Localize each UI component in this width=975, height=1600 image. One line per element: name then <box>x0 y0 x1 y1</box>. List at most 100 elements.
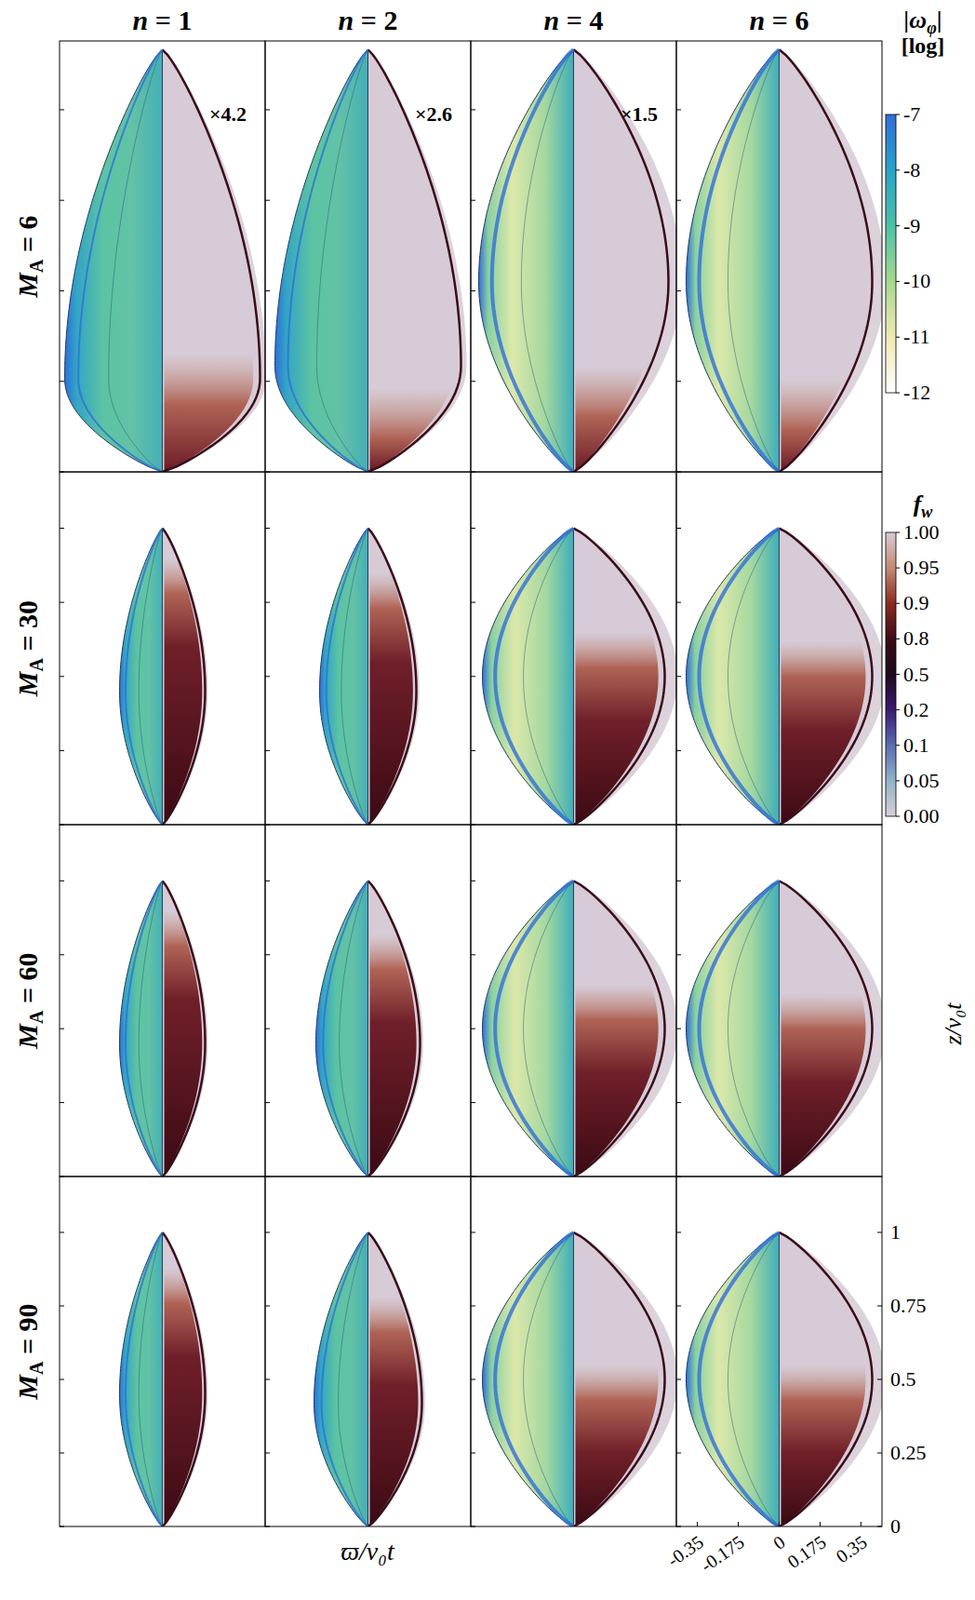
colorbar-tick <box>895 280 900 282</box>
vorticity-half <box>479 49 575 472</box>
x-tick-label: 0.35 <box>831 1530 870 1566</box>
panel-frame <box>470 471 677 825</box>
tick <box>470 1231 476 1233</box>
column-symbol: n <box>749 4 766 36</box>
shell-halo <box>574 528 678 825</box>
vorticity-streak <box>728 528 780 825</box>
vorticity-band <box>78 49 162 472</box>
vorticity-streak <box>138 880 162 1176</box>
tick <box>59 380 65 382</box>
tick <box>676 200 682 201</box>
row-symbol: M <box>12 1373 43 1401</box>
colorbar-subscript: w <box>921 502 934 521</box>
shell-halo <box>368 880 424 1176</box>
vorticity-half <box>686 880 780 1176</box>
panel-frame <box>676 824 882 1176</box>
column-symbol: n <box>338 4 355 36</box>
panel-frame <box>265 824 471 1176</box>
shell-halo <box>162 1231 209 1526</box>
colorbar-symbol-end: | <box>936 6 943 34</box>
vorticity-streak <box>317 49 369 472</box>
vorticity-half <box>686 1231 780 1526</box>
panel-image <box>686 49 883 472</box>
shell-halo <box>368 49 468 472</box>
colorbar-tick-label: 0.05 <box>903 768 940 792</box>
panel-image <box>686 1231 883 1526</box>
colorbar-tick <box>895 567 900 569</box>
colorbar-tick <box>895 779 900 781</box>
x-tick <box>778 1521 780 1526</box>
y-tick <box>877 1452 882 1454</box>
vorticity-streak <box>728 49 780 472</box>
shell-edge <box>368 880 421 1176</box>
vorticity-streak <box>339 880 369 1176</box>
colorbar-tick <box>895 708 900 710</box>
colorbar-tick-label: 0.00 <box>903 803 940 828</box>
tick <box>676 1101 682 1103</box>
tick <box>59 1028 65 1029</box>
panel-image <box>686 880 883 1176</box>
colorbar-tick-label: -11 <box>903 324 931 348</box>
tick <box>676 527 682 529</box>
panel-frame <box>59 40 266 472</box>
tick <box>470 601 476 603</box>
panel-image <box>316 880 424 1176</box>
column-label: n = 6 <box>749 4 810 36</box>
column-label: n = 2 <box>338 4 399 36</box>
tick <box>59 290 65 292</box>
vorticity-streak <box>523 1231 575 1526</box>
column-symbol: n <box>544 4 561 36</box>
tick <box>470 200 476 201</box>
vorticity-streak <box>520 49 574 472</box>
mixing-region <box>370 1231 425 1526</box>
vorticity-band <box>699 1231 780 1526</box>
tick <box>676 290 682 292</box>
row-subscript: A <box>26 1360 47 1375</box>
vorticity-streak <box>523 880 575 1176</box>
column-label: n = 4 <box>544 4 604 36</box>
row-subscript: A <box>26 656 47 671</box>
row-subscript: A <box>26 1009 47 1024</box>
colorbar-symbol: |ω <box>904 6 928 34</box>
vorticity-half <box>320 528 369 825</box>
colorbar-tick-label: 0.5 <box>903 662 930 686</box>
shell-halo <box>574 49 678 472</box>
colorbar-tick-label: -9 <box>903 213 921 238</box>
vorticity-half <box>316 880 369 1176</box>
tick <box>59 1305 65 1307</box>
y-tick-label: 1 <box>890 1219 901 1243</box>
y-tick <box>877 1305 882 1307</box>
vorticity-half <box>482 528 575 825</box>
row-label: MA = 60 <box>12 951 47 1049</box>
tick <box>265 200 270 201</box>
tick <box>470 880 476 882</box>
tick <box>59 1101 65 1103</box>
panel-image <box>120 528 209 825</box>
panel-image <box>479 49 678 472</box>
shell-edge <box>574 1231 666 1526</box>
column-value: = 6 <box>764 4 809 36</box>
panel-frame <box>265 1175 471 1526</box>
y-tick <box>877 1525 882 1527</box>
vorticity-band <box>288 49 369 472</box>
tick <box>470 1452 476 1454</box>
vorticity-band <box>699 528 780 825</box>
panel-frame <box>265 471 471 825</box>
vorticity-band <box>494 1231 574 1526</box>
tick <box>265 749 270 751</box>
shell-edge <box>368 1231 423 1526</box>
colorbar-tick <box>895 225 900 227</box>
tick <box>265 601 270 603</box>
shell-halo <box>574 1231 678 1526</box>
vorticity-band <box>494 528 574 825</box>
tick <box>59 880 65 882</box>
tick <box>676 1305 682 1307</box>
x-tick <box>737 1521 739 1526</box>
tick <box>265 290 270 292</box>
tick <box>59 601 65 603</box>
colorbar-tick-label: 0.9 <box>903 590 930 615</box>
figure: n = 1n = 2n = 4n = 6MA = 6MA = 30MA = 60… <box>0 0 975 1600</box>
mixing-region <box>164 880 208 1176</box>
panel-image <box>275 49 468 472</box>
vorticity-streak <box>341 528 369 825</box>
